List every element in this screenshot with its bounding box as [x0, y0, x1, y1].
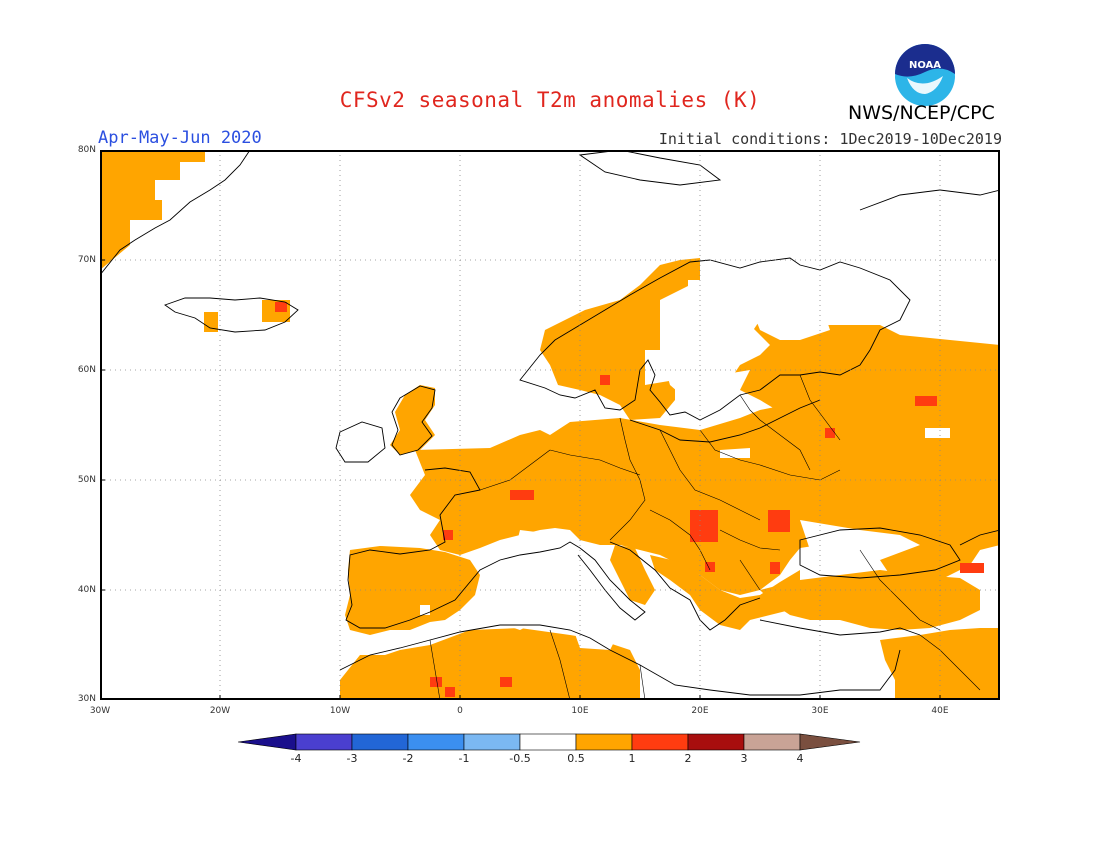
colorbar-swatch — [407, 733, 465, 751]
region-russia-hot-2 — [825, 428, 835, 438]
colorbar-swatch-lt-minus-4 — [238, 733, 297, 751]
region-africa-hot — [445, 687, 455, 697]
agency-label: NWS/NCEP/CPC — [848, 102, 995, 124]
noaa-logo: NOAA — [895, 44, 955, 106]
region-france-central-hot — [510, 490, 534, 500]
lat-label: 70N — [77, 255, 96, 265]
lon-label: 40E — [931, 706, 949, 716]
anomaly-regions-warm — [100, 150, 1000, 700]
region-romania-hot — [768, 510, 790, 532]
region-turkey — [760, 570, 980, 630]
lat-label: 30N — [77, 694, 96, 704]
lon-label: 10W — [329, 706, 351, 716]
map-title: CFSv2 seasonal T2m anomalies (K) — [339, 88, 761, 112]
region-iceland-southeast-hot — [275, 302, 287, 312]
colorbar-label: -1 — [458, 752, 470, 765]
colorbar-label: -4 — [290, 752, 302, 765]
lon-label: 10E — [571, 706, 589, 716]
region-scandinavia-hot — [600, 375, 610, 385]
coastline-turkey-south — [759, 619, 921, 636]
coastline-iceland — [164, 297, 299, 333]
anomaly-map — [100, 150, 1000, 700]
region-bulgaria-hot — [770, 562, 780, 574]
region-eastern-europe-russia — [730, 315, 1000, 582]
coastline-adriatic-greece — [609, 541, 761, 631]
lat-label: 80N — [77, 145, 96, 155]
region-russia-hot — [915, 396, 937, 406]
gridlines — [100, 150, 1000, 700]
colorbar-label: -2 — [402, 752, 414, 765]
lon-label: 30E — [811, 706, 829, 716]
region-western-central-europe — [410, 395, 900, 595]
region-spain-hot — [443, 530, 453, 540]
region-iberia — [345, 546, 480, 635]
noaa-logo-text: NOAA — [909, 60, 941, 71]
coastline-france-iberia — [345, 467, 581, 629]
coastline-ireland — [335, 421, 386, 463]
lon-label: 20W — [209, 706, 231, 716]
coastline-baltic — [629, 399, 821, 443]
colorbar-label: 3 — [740, 752, 748, 765]
coastline-british — [391, 385, 436, 456]
colorbar-swatch — [687, 733, 745, 751]
coastline-novaya — [859, 189, 1000, 211]
region-iceland-west — [204, 312, 218, 332]
colorbar-swatch — [631, 733, 689, 751]
lat-label: 60N — [77, 365, 96, 375]
region-caucasus-hot — [960, 563, 984, 573]
neutral-patches — [420, 275, 950, 650]
colorbar-label: 4 — [796, 752, 804, 765]
map-frame — [100, 150, 1000, 700]
coastline-italy — [577, 547, 646, 621]
region-north-africa — [340, 628, 640, 700]
colorbar-label: 1 — [628, 752, 636, 765]
region-british-isles — [390, 385, 435, 455]
coastline-svalbard — [578, 150, 722, 186]
colorbar-swatch — [463, 733, 521, 751]
colorbar-swatch — [743, 733, 801, 751]
colorbar-label: -3 — [346, 752, 358, 765]
colorbar-swatch — [519, 733, 577, 751]
colorbar — [238, 733, 861, 751]
region-greece-hot — [705, 562, 715, 572]
colorbar-label: -0.5 — [509, 752, 531, 765]
coastline-scandinavia — [519, 257, 911, 421]
region-algeria-hot — [430, 677, 442, 687]
region-balkans — [650, 555, 800, 630]
lat-label: 50N — [77, 475, 96, 485]
region-scandinavia-west — [540, 258, 700, 420]
colorbar-label: 0.5 — [567, 752, 585, 765]
colorbar-swatch-gt-4 — [799, 733, 861, 751]
colorbar-label: 2 — [684, 752, 692, 765]
colorbar-swatch — [351, 733, 409, 751]
region-greenland-east-coast — [100, 150, 205, 270]
region-italy-east — [610, 545, 655, 605]
lon-label: 30W — [89, 706, 111, 716]
coastline-black-sea — [799, 527, 961, 579]
region-middle-east — [880, 628, 1000, 700]
lon-label: 20E — [691, 706, 709, 716]
initial-conditions: Initial conditions: 1Dec2019-10Dec2019 — [658, 130, 1002, 148]
lat-label: 40N — [77, 585, 96, 595]
region-balkans-hot — [690, 510, 718, 542]
anomaly-regions-hot — [275, 302, 984, 697]
forecast-period: Apr-May-Jun 2020 — [98, 128, 262, 148]
region-algeria-hot-2 — [500, 677, 512, 687]
coastline-greenland — [100, 150, 251, 276]
coastline-caspian — [959, 529, 1000, 546]
colorbar-swatch — [295, 733, 353, 751]
country-borders — [429, 374, 981, 700]
lon-label: 0 — [457, 706, 463, 716]
colorbar-swatch — [575, 733, 633, 751]
